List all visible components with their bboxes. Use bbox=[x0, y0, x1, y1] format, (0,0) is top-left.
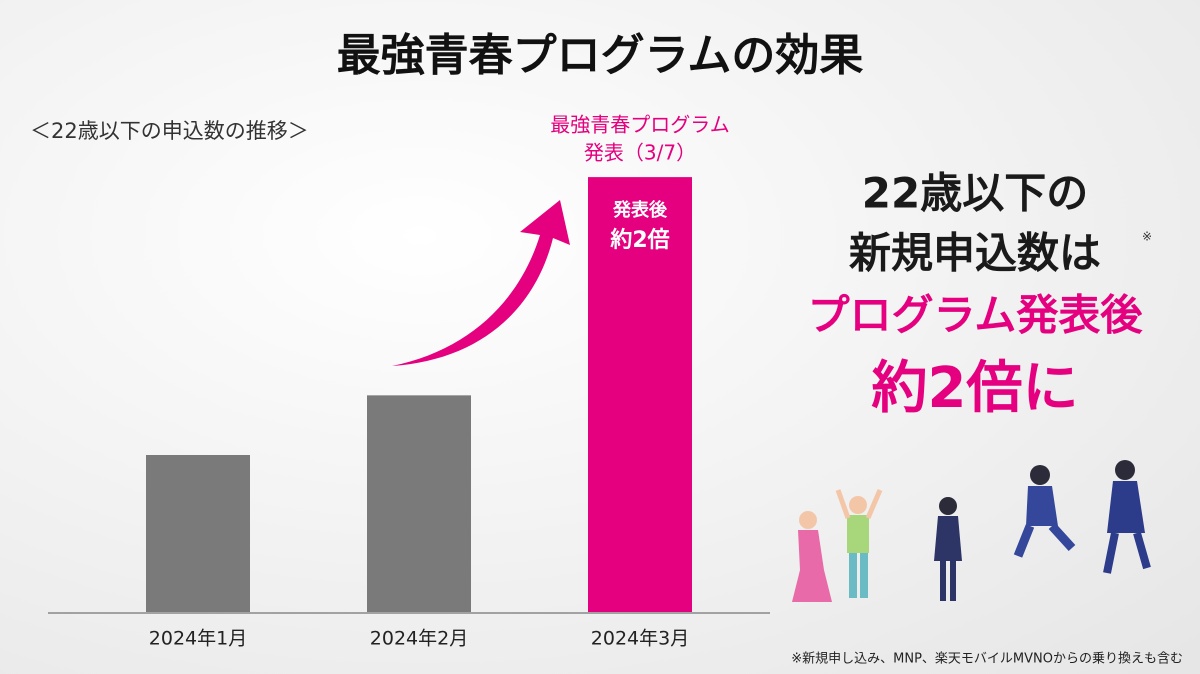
bar-annotation: 発表後 bbox=[612, 199, 668, 221]
event-annotation: 発表（3/7） bbox=[584, 141, 696, 165]
message-line: 新規申込数は bbox=[849, 229, 1101, 278]
growth-arrow bbox=[392, 200, 570, 366]
x-tick-label: 2024年1月 bbox=[149, 628, 247, 650]
event-annotation: 最強青春プログラム bbox=[550, 113, 729, 137]
illustration bbox=[792, 460, 1151, 602]
bar bbox=[146, 455, 250, 612]
subtitle: ＜22歳以下の申込数の推移＞ bbox=[30, 119, 309, 143]
message-line: 22歳以下の bbox=[862, 169, 1088, 218]
x-tick-label: 2024年2月 bbox=[370, 628, 468, 650]
chart-title: 最強青春プログラムの効果 bbox=[337, 30, 864, 81]
bar-annotation: 約2倍 bbox=[609, 227, 669, 253]
footnote: ※新規申し込み、MNP、楽天モバイルMVNOからの乗り換えも含む bbox=[791, 651, 1183, 667]
x-tick-label: 2024年3月 bbox=[591, 628, 689, 650]
message-line: プログラム発表後 bbox=[808, 291, 1144, 340]
note-mark: ※ bbox=[1142, 230, 1152, 244]
bar bbox=[588, 177, 692, 613]
bar bbox=[367, 395, 471, 612]
message-line: 約2倍に bbox=[872, 356, 1079, 421]
